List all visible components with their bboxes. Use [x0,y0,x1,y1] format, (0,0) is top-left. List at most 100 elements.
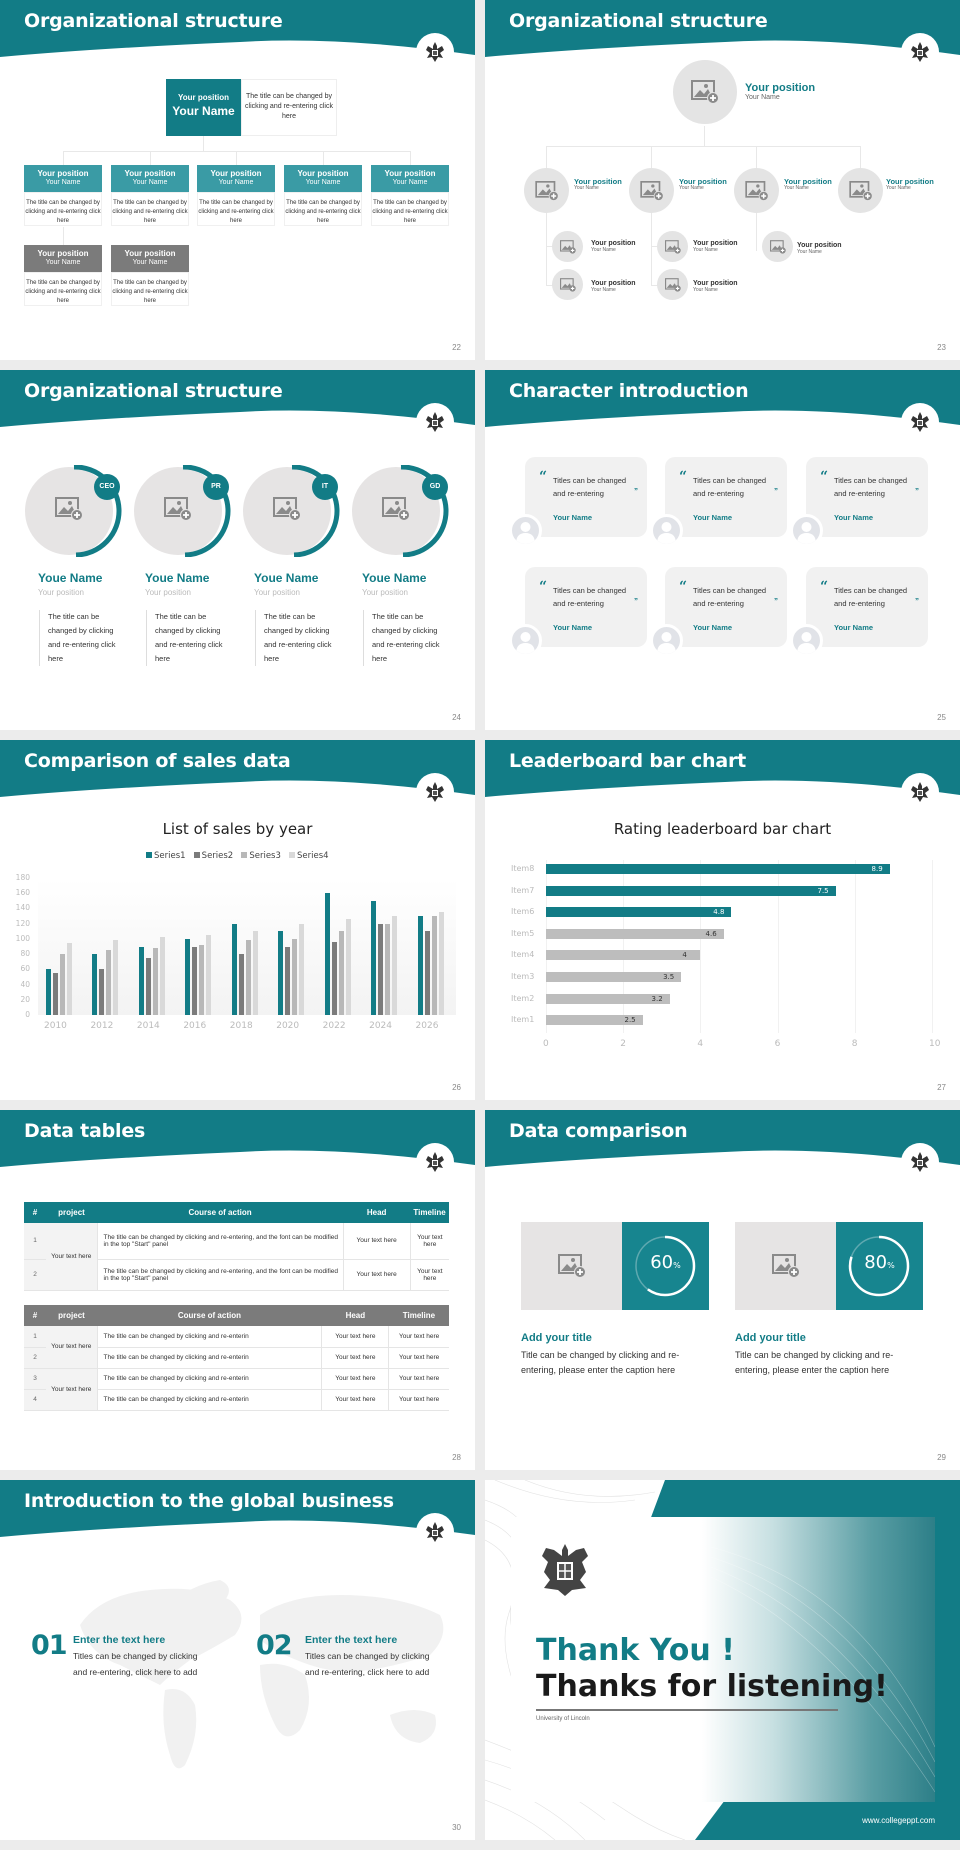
percent-panel: 60% [622,1222,709,1310]
y-category-label: Item3 [511,972,535,981]
y-tick-label: 160 [15,888,30,898]
image-placeholder[interactable] [521,1222,622,1310]
person-position: Your position [362,588,408,597]
slide-23[interactable]: Organizational structure Your position Y… [485,0,960,360]
avatar-placeholder[interactable] [552,269,583,300]
quote-card[interactable]: “ Titles can be changed and re-entering … [665,567,787,647]
role-badge: PR [203,474,229,500]
slide-29[interactable]: Data comparison 60% Add your title Title… [485,1110,960,1470]
bar [371,900,377,1015]
grid-line [932,860,933,1033]
quote-text: Titles can be changed and re-entering [693,586,767,608]
bar [92,954,98,1015]
column-header: # [32,1311,38,1320]
avatar-placeholder[interactable] [657,231,688,262]
project-cell: Your text here [46,1223,97,1291]
quote-card[interactable]: “ Titles can be changed and re-entering … [806,567,928,647]
slide-header: Data tables [0,1110,475,1170]
page-number: 27 [937,1083,946,1092]
legend-label: Series1 [154,851,186,861]
quote-card[interactable]: “ Titles can be changed and re-entering … [525,457,647,537]
y-tick-label: 0 [25,1010,30,1019]
page-number: 26 [452,1083,461,1092]
column-header: Timeline [413,1208,446,1217]
slide-30[interactable]: Introduction to the global business 01 E… [0,1480,475,1840]
avatar-placeholder[interactable] [629,168,674,213]
table-row[interactable]: 2 The title can be changed by clicking a… [24,1259,449,1291]
slide-26[interactable]: Comparison of sales data List of sales b… [0,740,475,1100]
bar [53,973,58,1015]
column-header: Course of action [188,1208,252,1217]
page-number: 22 [452,343,461,352]
x-tick-label: 2012 [90,1021,114,1031]
head-cell: Your text here [343,1259,411,1291]
head-cell: Your text here [321,1368,390,1390]
avatar-placeholder[interactable] [734,168,779,213]
slide-24[interactable]: Organizational structure CEO Youe Name Y… [0,370,475,730]
bar-value-label: 7.5 [817,886,829,895]
avatar-placeholder[interactable] [838,168,883,213]
level2-label: Your position Your Name [784,177,832,192]
slide-28[interactable]: Data tables # project Course of action H… [0,1110,475,1470]
bar [145,957,151,1015]
quote-card[interactable]: “ Titles can be changed and re-entering … [665,457,787,537]
quote-card[interactable]: “ Titles can be changed and re-entering … [525,567,647,647]
table-row[interactable]: 2 The title can be changed by clicking a… [24,1347,449,1369]
org-card[interactable]: Your position Your Name The title can be … [24,245,102,306]
course-cell: The title can be changed by clicking and… [96,1368,323,1390]
avatar-placeholder[interactable] [524,168,569,213]
org-card[interactable]: Your position Your Name The title can be … [197,165,275,226]
slide-25[interactable]: Character introduction “ Titles can be c… [485,370,960,730]
bar-value-label: 3.2 [651,994,663,1003]
user-avatar-icon [790,514,823,547]
head-cell: Your text here [321,1347,390,1369]
avatar-placeholder[interactable] [673,60,737,124]
percent-value: 80 [864,1252,888,1273]
column-header: Course of action [177,1311,241,1320]
org-card[interactable]: Your position Your Name The title can be … [111,245,189,306]
avatar-placeholder[interactable] [657,269,688,300]
bar [546,1015,643,1026]
course-cell: The title can be changed by clicking and… [96,1223,344,1260]
table-row[interactable]: 1 Your text here The title can be change… [24,1223,449,1291]
slide-title: Organizational structure [509,10,768,32]
quote-card[interactable]: “ Titles can be changed and re-entering … [806,457,928,537]
row-number: 3 [24,1368,46,1390]
table-row[interactable]: 4 The title can be changed by clicking a… [24,1389,449,1411]
item-title: Enter the text here [73,1634,166,1646]
table-row[interactable]: 1 Your text here The title can be change… [24,1326,449,1369]
name-label: Your Name [305,179,341,186]
slide-31[interactable]: Thank You ! Thanks for listening! Univer… [485,1480,960,1840]
row-number: 2 [24,1259,46,1291]
org-card[interactable]: Your position Your Name The title can be … [24,165,102,226]
org-card[interactable]: Your position Your Name The title can be … [111,165,189,226]
percent-value: 60 [650,1252,674,1273]
top-position-box[interactable]: Your position Your Name [166,79,241,136]
grid-line [777,860,779,1033]
page-number: 30 [452,1823,461,1832]
table-row[interactable]: 3 Your text here The title can be change… [24,1368,449,1411]
chart-legend: Series1 Series2 Series3 Series4 [146,851,329,861]
org-card[interactable]: Your position Your Name The title can be … [284,165,362,226]
university-crest-logo [416,1143,454,1181]
quote-name: Your Name [553,513,593,522]
legend-swatch [289,852,296,858]
head-cell: Your text here [321,1389,390,1411]
legend-swatch [146,852,152,858]
course-cell: The title can be changed by clicking and… [96,1389,323,1411]
university-crest-logo [901,1143,939,1181]
person-description: The title can be changed by clicking and… [363,610,447,666]
slide-27[interactable]: Leaderboard bar chart Rating leaderboard… [485,740,960,1100]
website-link[interactable]: www.collegeppt.com [862,1816,935,1825]
course-cell: The title can be changed by clicking and… [96,1259,344,1291]
avatar-placeholder[interactable] [552,231,583,262]
legend-swatch [241,852,248,858]
slide-22[interactable]: Organizational structure Your position Y… [0,0,475,360]
column-header: # [32,1208,38,1217]
person-position: Your position [145,588,191,597]
university-crest-logo [416,773,454,811]
image-placeholder[interactable] [735,1222,836,1310]
org-card[interactable]: Your position Your Name The title can be … [371,165,449,226]
avatar-placeholder[interactable] [762,231,793,262]
name-label: Your Name [392,179,428,186]
